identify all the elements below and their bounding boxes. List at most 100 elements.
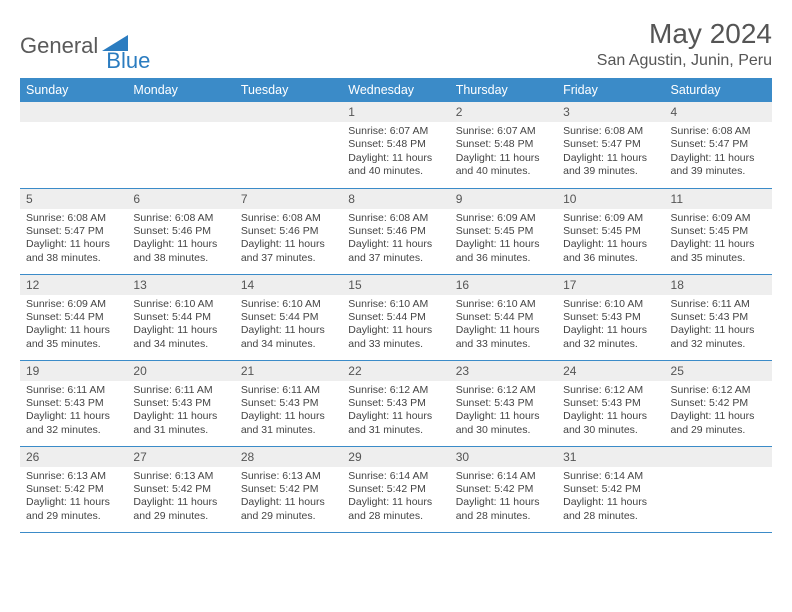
- day-details: Sunrise: 6:14 AMSunset: 5:42 PMDaylight:…: [450, 467, 557, 528]
- day-details: Sunrise: 6:10 AMSunset: 5:43 PMDaylight:…: [557, 295, 664, 356]
- calendar-cell: 27Sunrise: 6:13 AMSunset: 5:42 PMDayligh…: [127, 446, 234, 532]
- calendar-cell: 19Sunrise: 6:11 AMSunset: 5:43 PMDayligh…: [20, 360, 127, 446]
- sunset-line: Sunset: 5:46 PM: [348, 225, 443, 238]
- day-details: Sunrise: 6:09 AMSunset: 5:45 PMDaylight:…: [557, 209, 664, 270]
- calendar-cell: 10Sunrise: 6:09 AMSunset: 5:45 PMDayligh…: [557, 188, 664, 274]
- day-number: 11: [665, 189, 772, 209]
- daylight-line: Daylight: 11 hours and 32 minutes.: [671, 324, 766, 351]
- day-number: 16: [450, 275, 557, 295]
- daylight-line: Daylight: 11 hours and 31 minutes.: [133, 410, 228, 437]
- daylight-line: Daylight: 11 hours and 36 minutes.: [563, 238, 658, 265]
- column-header: Thursday: [450, 78, 557, 102]
- day-number: 22: [342, 361, 449, 381]
- daylight-line: Daylight: 11 hours and 28 minutes.: [348, 496, 443, 523]
- day-details: Sunrise: 6:10 AMSunset: 5:44 PMDaylight:…: [127, 295, 234, 356]
- day-details: Sunrise: 6:11 AMSunset: 5:43 PMDaylight:…: [127, 381, 234, 442]
- sunrise-line: Sunrise: 6:10 AM: [241, 298, 336, 311]
- sunset-line: Sunset: 5:44 PM: [26, 311, 121, 324]
- daylight-line: Daylight: 11 hours and 28 minutes.: [456, 496, 551, 523]
- calendar-cell: 31Sunrise: 6:14 AMSunset: 5:42 PMDayligh…: [557, 446, 664, 532]
- sunset-line: Sunset: 5:43 PM: [26, 397, 121, 410]
- day-number: 15: [342, 275, 449, 295]
- calendar-cell: 18Sunrise: 6:11 AMSunset: 5:43 PMDayligh…: [665, 274, 772, 360]
- sunset-line: Sunset: 5:48 PM: [348, 138, 443, 151]
- sunrise-line: Sunrise: 6:12 AM: [456, 384, 551, 397]
- sunrise-line: Sunrise: 6:07 AM: [456, 125, 551, 138]
- daylight-line: Daylight: 11 hours and 29 minutes.: [241, 496, 336, 523]
- daylight-line: Daylight: 11 hours and 40 minutes.: [348, 152, 443, 179]
- sunrise-line: Sunrise: 6:08 AM: [26, 212, 121, 225]
- daylight-line: Daylight: 11 hours and 31 minutes.: [348, 410, 443, 437]
- sunset-line: Sunset: 5:42 PM: [348, 483, 443, 496]
- day-number: 29: [342, 447, 449, 467]
- daylight-line: Daylight: 11 hours and 33 minutes.: [348, 324, 443, 351]
- column-header: Saturday: [665, 78, 772, 102]
- day-details: Sunrise: 6:13 AMSunset: 5:42 PMDaylight:…: [235, 467, 342, 528]
- sunset-line: Sunset: 5:42 PM: [133, 483, 228, 496]
- day-number: 1: [342, 102, 449, 122]
- daylight-line: Daylight: 11 hours and 29 minutes.: [133, 496, 228, 523]
- sunrise-line: Sunrise: 6:09 AM: [456, 212, 551, 225]
- day-number: 28: [235, 447, 342, 467]
- daylight-line: Daylight: 11 hours and 29 minutes.: [671, 410, 766, 437]
- sunrise-line: Sunrise: 6:10 AM: [563, 298, 658, 311]
- day-details: Sunrise: 6:09 AMSunset: 5:45 PMDaylight:…: [450, 209, 557, 270]
- day-details: [20, 122, 127, 176]
- daylight-line: Daylight: 11 hours and 30 minutes.: [563, 410, 658, 437]
- sunset-line: Sunset: 5:46 PM: [241, 225, 336, 238]
- day-details: Sunrise: 6:14 AMSunset: 5:42 PMDaylight:…: [557, 467, 664, 528]
- calendar-week-row: 5Sunrise: 6:08 AMSunset: 5:47 PMDaylight…: [20, 188, 772, 274]
- day-number: 4: [665, 102, 772, 122]
- daylight-line: Daylight: 11 hours and 38 minutes.: [26, 238, 121, 265]
- sunset-line: Sunset: 5:46 PM: [133, 225, 228, 238]
- daylight-line: Daylight: 11 hours and 32 minutes.: [563, 324, 658, 351]
- title-block: May 2024 San Agustin, Junin, Peru: [597, 18, 772, 70]
- sunset-line: Sunset: 5:43 PM: [456, 397, 551, 410]
- day-number: 2: [450, 102, 557, 122]
- day-details: Sunrise: 6:10 AMSunset: 5:44 PMDaylight:…: [342, 295, 449, 356]
- day-details: Sunrise: 6:07 AMSunset: 5:48 PMDaylight:…: [342, 122, 449, 183]
- sunrise-line: Sunrise: 6:09 AM: [26, 298, 121, 311]
- day-number: 24: [557, 361, 664, 381]
- day-details: [665, 467, 772, 521]
- column-header: Monday: [127, 78, 234, 102]
- sunset-line: Sunset: 5:45 PM: [671, 225, 766, 238]
- day-details: Sunrise: 6:10 AMSunset: 5:44 PMDaylight:…: [235, 295, 342, 356]
- sunset-line: Sunset: 5:43 PM: [671, 311, 766, 324]
- daylight-line: Daylight: 11 hours and 28 minutes.: [563, 496, 658, 523]
- day-details: Sunrise: 6:08 AMSunset: 5:47 PMDaylight:…: [557, 122, 664, 183]
- sunset-line: Sunset: 5:42 PM: [241, 483, 336, 496]
- calendar-cell: 8Sunrise: 6:08 AMSunset: 5:46 PMDaylight…: [342, 188, 449, 274]
- day-details: Sunrise: 6:11 AMSunset: 5:43 PMDaylight:…: [235, 381, 342, 442]
- sunrise-line: Sunrise: 6:12 AM: [348, 384, 443, 397]
- calendar-cell: 7Sunrise: 6:08 AMSunset: 5:46 PMDaylight…: [235, 188, 342, 274]
- day-details: Sunrise: 6:12 AMSunset: 5:43 PMDaylight:…: [557, 381, 664, 442]
- calendar-cell: 24Sunrise: 6:12 AMSunset: 5:43 PMDayligh…: [557, 360, 664, 446]
- calendar-head: SundayMondayTuesdayWednesdayThursdayFrid…: [20, 78, 772, 102]
- day-number: 14: [235, 275, 342, 295]
- day-number: 31: [557, 447, 664, 467]
- day-number: 6: [127, 189, 234, 209]
- column-header: Sunday: [20, 78, 127, 102]
- calendar-cell: [235, 102, 342, 188]
- day-details: Sunrise: 6:08 AMSunset: 5:46 PMDaylight:…: [127, 209, 234, 270]
- day-number: 7: [235, 189, 342, 209]
- day-number: 26: [20, 447, 127, 467]
- sunrise-line: Sunrise: 6:07 AM: [348, 125, 443, 138]
- sunset-line: Sunset: 5:42 PM: [671, 397, 766, 410]
- calendar-cell: 9Sunrise: 6:09 AMSunset: 5:45 PMDaylight…: [450, 188, 557, 274]
- day-details: Sunrise: 6:13 AMSunset: 5:42 PMDaylight:…: [20, 467, 127, 528]
- brand-part1: General: [20, 33, 98, 59]
- sunset-line: Sunset: 5:47 PM: [563, 138, 658, 151]
- calendar-cell: 13Sunrise: 6:10 AMSunset: 5:44 PMDayligh…: [127, 274, 234, 360]
- sunset-line: Sunset: 5:43 PM: [133, 397, 228, 410]
- daylight-line: Daylight: 11 hours and 29 minutes.: [26, 496, 121, 523]
- calendar-cell: 28Sunrise: 6:13 AMSunset: 5:42 PMDayligh…: [235, 446, 342, 532]
- sunrise-line: Sunrise: 6:08 AM: [671, 125, 766, 138]
- column-header: Tuesday: [235, 78, 342, 102]
- day-details: Sunrise: 6:11 AMSunset: 5:43 PMDaylight:…: [20, 381, 127, 442]
- day-number: 10: [557, 189, 664, 209]
- location-subtitle: San Agustin, Junin, Peru: [597, 52, 772, 70]
- sunset-line: Sunset: 5:42 PM: [26, 483, 121, 496]
- day-number: [665, 447, 772, 467]
